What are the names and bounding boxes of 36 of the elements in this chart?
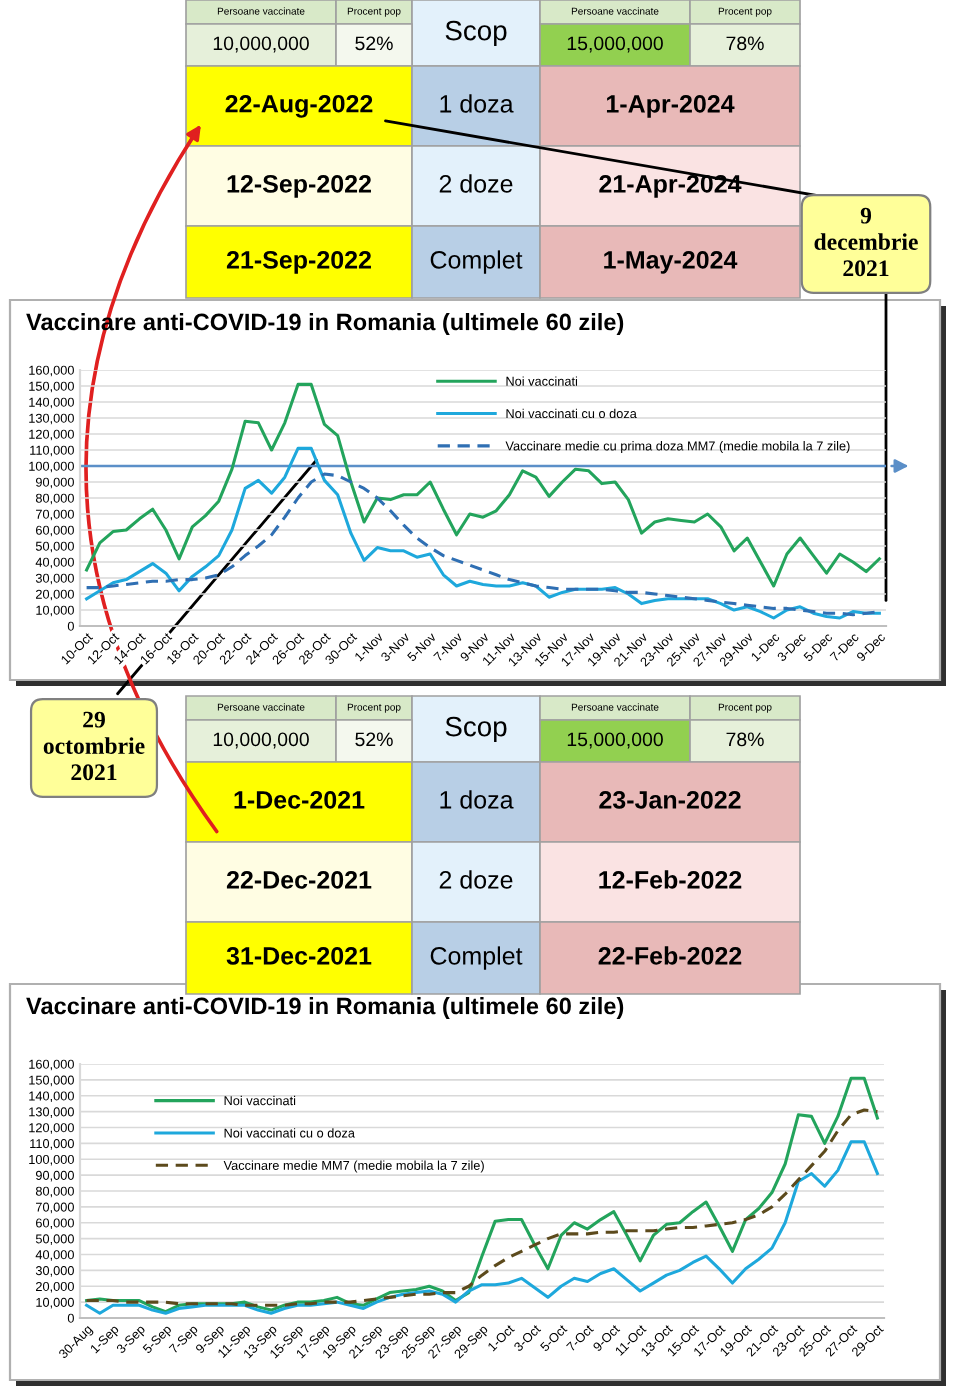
text: Scop — [445, 20, 507, 46]
line-series — [85, 1108, 879, 1307]
text: 12-Feb-2022 — [599, 870, 742, 889]
text: 22-Feb-2022 — [598, 946, 742, 965]
text: Complet — [430, 946, 523, 970]
line-series — [85, 382, 881, 588]
text: 29 octombrie 2021 — [43, 711, 145, 781]
text: 21-Apr-2024 — [599, 175, 742, 198]
text: 78% — [726, 732, 764, 747]
line-series — [85, 1076, 879, 1314]
text: 15,000,000 — [567, 732, 663, 749]
text: 22-Aug-2022 — [225, 94, 373, 118]
line-series — [85, 1140, 879, 1315]
text: 10,000,000 — [213, 732, 309, 749]
text: 52% — [355, 732, 393, 747]
text: 1 doza — [440, 94, 514, 113]
text: 31-Dec-2021 — [226, 947, 372, 965]
text: Scop — [445, 716, 507, 742]
text: 78% — [726, 36, 764, 51]
text: 22-Dec-2021 — [226, 871, 372, 889]
text: 9 decembrie 2021 — [814, 207, 918, 277]
text: Complet — [430, 250, 523, 274]
text: 10,000,000 — [213, 36, 309, 53]
text: 1-Dec-2021 — [234, 791, 365, 809]
text: 21-Sep-2022 — [226, 251, 371, 274]
text: 52% — [355, 36, 393, 51]
text: 2 doze — [439, 870, 513, 889]
text: 2 doze — [439, 174, 513, 193]
line-series — [85, 472, 881, 617]
text: 15,000,000 — [567, 36, 663, 53]
chart-title: Vaccinare anti-COVID-19 in Romania (ultimele 60 zile) — [26, 996, 624, 1020]
text: 1-Apr-2024 — [606, 95, 735, 118]
text: 1-May-2024 — [604, 251, 738, 274]
text: 23-Jan-2022 — [599, 791, 741, 809]
text: 1 doza — [440, 790, 514, 809]
text: 12-Sep-2022 — [227, 175, 371, 198]
